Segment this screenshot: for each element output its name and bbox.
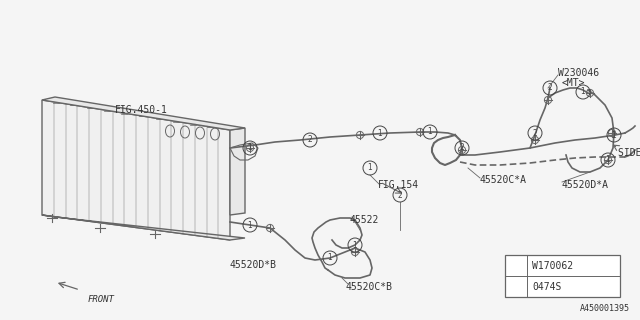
- Text: W230046: W230046: [558, 68, 599, 78]
- Text: 1: 1: [612, 131, 616, 140]
- Text: 2: 2: [397, 190, 403, 199]
- Text: 1: 1: [428, 127, 433, 137]
- Polygon shape: [42, 97, 245, 130]
- Text: 1: 1: [367, 164, 372, 172]
- Text: 1: 1: [248, 220, 252, 229]
- Text: 1: 1: [378, 129, 382, 138]
- Text: <MT>: <MT>: [562, 78, 586, 88]
- Text: 2: 2: [532, 129, 538, 138]
- Text: 2: 2: [514, 283, 518, 292]
- Text: FIG.450-1: FIG.450-1: [115, 105, 168, 115]
- Text: 45520D*B: 45520D*B: [230, 260, 277, 270]
- Text: 1: 1: [328, 253, 332, 262]
- Text: 1: 1: [248, 143, 252, 153]
- Text: 1: 1: [580, 87, 586, 97]
- Text: 1: 1: [605, 156, 611, 164]
- Text: 0474S: 0474S: [532, 282, 561, 292]
- Text: FIG.154: FIG.154: [378, 180, 419, 190]
- Text: 2: 2: [460, 143, 465, 153]
- Polygon shape: [42, 100, 230, 240]
- Text: SIDE FRAME: SIDE FRAME: [618, 148, 640, 158]
- Text: A450001395: A450001395: [580, 304, 630, 313]
- Text: FRONT: FRONT: [88, 295, 115, 304]
- Text: 1: 1: [514, 261, 518, 270]
- Text: W170062: W170062: [532, 261, 573, 271]
- Text: 45520D*A: 45520D*A: [562, 180, 609, 190]
- Text: 45520C*A: 45520C*A: [480, 175, 527, 185]
- Polygon shape: [42, 215, 245, 240]
- Text: 2: 2: [308, 135, 312, 145]
- Text: 45520C*B: 45520C*B: [345, 282, 392, 292]
- Text: 45522: 45522: [350, 215, 380, 225]
- Polygon shape: [230, 128, 245, 215]
- Text: 1: 1: [353, 241, 357, 250]
- Text: 2: 2: [548, 84, 552, 92]
- FancyBboxPatch shape: [505, 255, 620, 297]
